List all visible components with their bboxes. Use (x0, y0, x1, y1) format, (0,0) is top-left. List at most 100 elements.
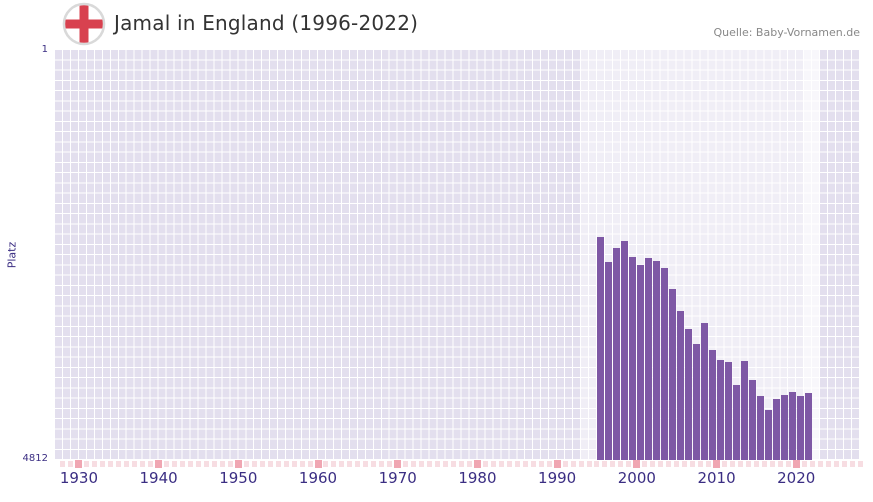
year-tick-marker (698, 461, 704, 467)
bar-2004[interactable] (661, 268, 669, 460)
bar-1998[interactable] (613, 248, 621, 460)
year-tick-marker (92, 461, 98, 467)
bar-2007[interactable] (685, 328, 693, 460)
year-tick-marker (195, 461, 201, 467)
year-tick-marker (84, 461, 90, 467)
bar-2017[interactable] (764, 410, 772, 460)
year-tick-marker (331, 461, 337, 467)
year-tick-marker (100, 461, 106, 467)
recent-years-band (804, 50, 821, 460)
year-tick-marker (419, 461, 425, 467)
year-tick-marker (307, 461, 313, 467)
year-tick-marker (769, 461, 775, 467)
bar-2012[interactable] (725, 361, 732, 460)
bar-2003[interactable] (653, 261, 661, 460)
decade-tick-marker (633, 460, 641, 468)
year-tick-marker (116, 461, 122, 467)
x-tick-label: 1930 (59, 469, 98, 487)
y-axis-label: Platz (5, 241, 19, 269)
year-tick-marker (546, 461, 552, 467)
decade-tick-marker (394, 460, 402, 468)
year-tick-marker (124, 461, 130, 467)
bar-1996[interactable] (597, 237, 605, 460)
year-tick-marker (841, 461, 847, 467)
bar-2005[interactable] (669, 289, 677, 460)
year-tick-marker (482, 461, 488, 467)
year-tick-marker (203, 461, 209, 467)
year-tick-marker (411, 461, 417, 467)
bar-2013[interactable] (732, 384, 740, 460)
year-tick-marker (403, 461, 409, 467)
year-tick-marker (530, 461, 536, 467)
bar-2008[interactable] (693, 343, 701, 460)
year-tick-marker (323, 461, 329, 467)
bar-2002[interactable] (645, 257, 653, 460)
x-tick-label: 2020 (777, 469, 816, 487)
year-tick-marker (761, 461, 767, 467)
decade-tick-marker (314, 460, 322, 468)
bar-2011[interactable] (717, 360, 724, 460)
year-tick-marker (514, 461, 520, 467)
x-tick-label: 1990 (538, 469, 577, 487)
year-tick-marker (427, 461, 433, 467)
x-tick-label: 1950 (219, 469, 258, 487)
year-tick-marker (658, 461, 664, 467)
bar-2019[interactable] (780, 395, 788, 460)
year-tick-marker (722, 461, 727, 467)
year-tick-marker (586, 461, 592, 467)
year-tick-marker (267, 461, 273, 467)
year-tick-marker (618, 461, 624, 467)
year-tick-marker (602, 461, 608, 467)
year-tick-marker (387, 461, 393, 467)
year-tick-marker (522, 461, 528, 467)
year-tick-marker (451, 461, 456, 467)
year-tick-marker (706, 461, 712, 467)
year-tick-marker (60, 461, 66, 467)
year-tick-marker (682, 461, 688, 467)
year-tick-marker (857, 461, 863, 467)
year-tick-marker (363, 461, 369, 467)
year-tick-marker (801, 461, 807, 467)
year-tick-marker (140, 461, 146, 467)
bar-2010[interactable] (709, 349, 717, 460)
year-tick-marker (211, 461, 217, 467)
y-tick-top: 1 (41, 44, 48, 55)
year-tick-marker (737, 461, 743, 467)
year-tick-marker (809, 461, 815, 467)
bar-1997[interactable] (605, 262, 613, 460)
x-axis-labels: 1930 1940 1950 1960 1970 1980 1990 2000 2010 2020 (55, 469, 860, 491)
bar-2000[interactable] (629, 257, 637, 460)
bar-2016[interactable] (756, 395, 764, 460)
bar-2014[interactable] (740, 360, 748, 460)
bar-2022[interactable] (804, 393, 812, 460)
year-tick-marker (108, 461, 114, 467)
plot-area (55, 50, 860, 460)
year-tick-marker (275, 461, 281, 467)
bar-2021[interactable] (796, 395, 804, 460)
year-tick-marker (219, 461, 225, 467)
year-tick-marker (347, 461, 353, 467)
year-tick-marker (172, 461, 178, 467)
bar-2009[interactable] (701, 323, 709, 460)
year-tick-marker (642, 461, 648, 467)
year-tick-marker (753, 461, 759, 467)
year-tick-marker (180, 461, 186, 467)
bar-1999[interactable] (621, 240, 629, 460)
year-tick-marker (251, 461, 257, 467)
bar-2015[interactable] (748, 379, 756, 460)
bar-2020[interactable] (788, 391, 796, 460)
decade-tick-marker (713, 460, 721, 468)
y-tick-bottom: 4812 (22, 453, 48, 464)
year-tick-marker (745, 461, 751, 467)
year-tick-marker (132, 461, 138, 467)
year-tick-marker (443, 461, 449, 467)
bar-2001[interactable] (637, 264, 645, 460)
bar-2018[interactable] (772, 399, 780, 460)
chart-title: Jamal in England (1996-2022) (114, 11, 419, 35)
bar-2006[interactable] (677, 310, 685, 460)
year-tick-marker (817, 461, 823, 467)
year-tick-marker (849, 461, 855, 467)
year-tick-marker (458, 461, 464, 467)
year-tick-marker (570, 461, 576, 467)
